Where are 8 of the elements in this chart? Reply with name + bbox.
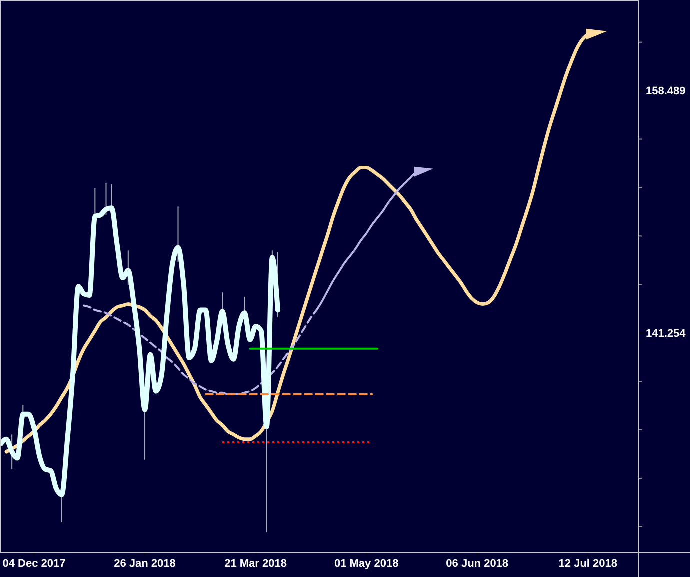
y-tick-label: 141.254 [646,328,687,340]
x-tick-label: 12 Jul 2018 [558,558,618,570]
y-tick-label: 158.489 [646,86,686,98]
x-tick-label: 01 May 2018 [334,558,399,570]
x-tick-label: 06 Jun 2018 [446,558,509,570]
x-tick-label: 04 Dec 2017 [2,558,66,570]
x-tick-label: 21 Mar 2018 [224,558,287,570]
x-tick-label: 26 Jan 2018 [114,558,176,570]
